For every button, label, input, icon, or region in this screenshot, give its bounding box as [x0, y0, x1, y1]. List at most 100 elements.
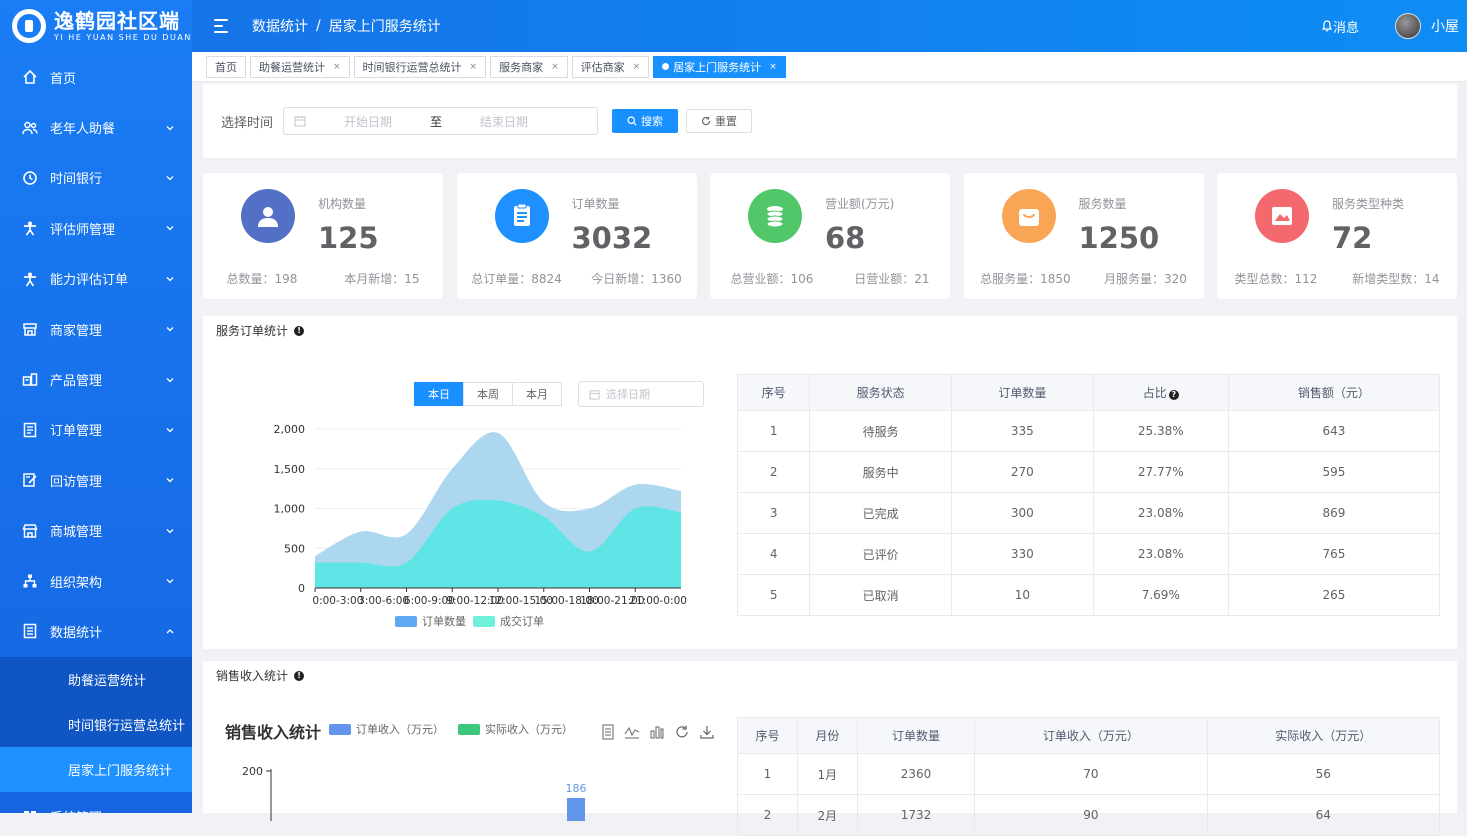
sidebar-item-3[interactable]: 评估师管理 [0, 203, 192, 253]
stat-foot-2: 月服务量：320 [1103, 272, 1187, 286]
tab-label: 首页 [215, 60, 237, 74]
x-tick-label: 18:00-21:00 [580, 595, 644, 607]
sidebar-item-2[interactable]: 时间银行 [0, 153, 192, 203]
line-chart-icon[interactable] [624, 724, 640, 740]
end-date-input[interactable]: 结束日期 [480, 114, 529, 129]
table-row[interactable]: 3 已完成 300 23.08% 869 [736, 492, 1441, 534]
date-picker-placeholder: 选择日期 [606, 388, 650, 401]
info-icon[interactable]: ! [294, 325, 305, 336]
legend-actual-income[interactable]: 实际收入（万元） [485, 723, 573, 736]
close-icon[interactable]: × [333, 61, 341, 72]
bar-chart-icon[interactable] [649, 724, 665, 740]
table-row[interactable]: 2 2月 1732 90 64 [737, 794, 1441, 836]
table-row[interactable]: 5 已取消 10 7.69% 265 [736, 574, 1441, 616]
legend-order-income[interactable]: 订单收入（万元） [356, 723, 444, 736]
table-header-cell: 序号 [736, 374, 811, 411]
period-segment: 本日 本周 本月 [414, 382, 562, 406]
data-view-icon[interactable] [601, 724, 615, 740]
help-icon[interactable]: ? [1168, 389, 1179, 400]
y-tick-label: 0 [298, 582, 305, 595]
table-header-cell: 月份 [796, 717, 858, 754]
brand-logo[interactable]: 逸鹤园社区端 YI HE YUAN SHE DU DUAN [0, 0, 192, 52]
tab-2[interactable]: 时间银行运营总统计 × [353, 55, 487, 78]
table-row[interactable]: 1 1月 2360 70 56 [737, 753, 1441, 795]
tab-0[interactable]: 首页 [206, 55, 246, 78]
stat-foot-1: 总服务量：1850 [980, 272, 1071, 286]
tab-label: 助餐运营统计 [259, 60, 325, 74]
submenu-item-1[interactable]: 时间银行运营总统计 [68, 718, 186, 734]
stat-card-0: 机构数量 125 总数量：198 本月新增：15 [203, 173, 443, 299]
edit-icon [23, 473, 37, 488]
chart-toolbox [601, 724, 715, 740]
sidebar-item-10[interactable]: 组织架构 [0, 556, 192, 606]
restore-icon[interactable] [674, 724, 690, 740]
sidebar-item-4[interactable]: 能力评估订单 [0, 254, 192, 304]
sidebar-item-8[interactable]: 回访管理 [0, 455, 192, 505]
messages-label: 消息 [1332, 20, 1359, 36]
table-row[interactable]: 2 服务中 270 27.77% 595 [736, 451, 1441, 493]
legend-swatch [395, 616, 417, 627]
sidebar-item-9[interactable]: 商城管理 [0, 506, 192, 556]
shop-icon [23, 323, 37, 336]
stat-value: 72 [1332, 221, 1373, 255]
stat-label: 订单数量 [571, 197, 620, 211]
logo-icon [12, 9, 46, 43]
date-range-picker[interactable]: 开始日期 至 结束日期 [283, 107, 599, 135]
y-tick-label: 1,000 [274, 503, 306, 516]
reset-button[interactable]: 重置 [686, 109, 753, 133]
tab-1[interactable]: 助餐运营统计 × [250, 55, 350, 78]
breadcrumb-parent[interactable]: 数据统计 [252, 19, 308, 35]
table-cell: 300 [951, 492, 1094, 534]
clipboard-icon [494, 189, 549, 243]
submenu-item-2[interactable]: 居家上门服务统计 [0, 746, 192, 792]
info-icon[interactable]: ! [294, 670, 305, 681]
org-icon [23, 574, 37, 588]
close-icon[interactable]: × [551, 61, 559, 72]
sidebar-item-7[interactable]: 订单管理 [0, 405, 192, 455]
refresh-icon [702, 116, 711, 126]
table-cell: 265 [1227, 574, 1441, 616]
stat-card-3: 服务数量 1250 总服务量：1850 月服务量：320 [963, 173, 1204, 299]
chart-icon [23, 624, 37, 639]
table-header-cell: 订单数量 [856, 717, 976, 754]
tab-5[interactable]: 居家上门服务统计 × [653, 55, 786, 78]
table-row[interactable]: 4 已评价 330 23.08% 765 [736, 533, 1441, 575]
submenu-item-0[interactable]: 助餐运营统计 [68, 673, 147, 689]
table-cell: 3 [736, 492, 811, 534]
menu-toggle-icon[interactable] [214, 19, 230, 33]
seg-week[interactable]: 本周 [463, 382, 513, 406]
avatar[interactable] [1395, 13, 1421, 39]
sidebar-item-0[interactable]: 首页 [0, 52, 192, 102]
filter-panel: 选择时间 开始日期 至 结束日期 搜索 重置 [203, 84, 1457, 158]
table-row[interactable]: 1 待服务 335 25.38% 643 [736, 410, 1441, 452]
tab-3[interactable]: 服务商家 × [490, 55, 568, 78]
y-tick-label: 2,000 [274, 423, 306, 436]
table-cell: 27.77% [1092, 451, 1229, 493]
seg-month[interactable]: 本月 [512, 382, 562, 406]
service-area-chart: 2,000 1,500 1,000 500 0 0:00-3:003:00-6:006:0… [274, 423, 687, 628]
sidebar-item-6[interactable]: 产品管理 [0, 354, 192, 404]
home-icon [23, 70, 37, 84]
chevron-down-icon [166, 528, 174, 534]
close-icon[interactable]: × [469, 61, 478, 72]
sidebar-item-system[interactable]: 系统管理 [0, 792, 192, 813]
legend-label: 成交订单 [500, 614, 544, 628]
table-cell: 335 [951, 410, 1094, 452]
sidebar-item-1[interactable]: 老年人助餐 [0, 102, 192, 152]
download-icon[interactable] [699, 724, 715, 740]
tab-4[interactable]: 评估商家 × [571, 55, 650, 78]
service-status-table: 序号 服务状态 订单数量 占比? 销售额（元） 1 待服务 335 25.38% 643 2 服务中 2… [736, 374, 1441, 616]
close-icon[interactable]: × [769, 61, 777, 72]
stat-label: 服务数量 [1078, 197, 1127, 211]
sidebar-item-5[interactable]: 商家管理 [0, 304, 192, 354]
x-tick-label: 9:00-12:00 [446, 595, 504, 607]
messages-button[interactable]: 消息 [1321, 17, 1359, 36]
seg-today[interactable]: 本日 [414, 382, 464, 406]
username[interactable]: 小屋 [1431, 19, 1459, 35]
close-icon[interactable]: × [632, 61, 641, 72]
sidebar-item-11[interactable]: 数据统计 [0, 606, 192, 656]
start-date-input[interactable]: 开始日期 [344, 114, 393, 129]
date-picker[interactable]: 选择日期 [578, 381, 704, 407]
search-button[interactable]: 搜索 [612, 109, 679, 133]
table-cell: 643 [1227, 410, 1441, 452]
